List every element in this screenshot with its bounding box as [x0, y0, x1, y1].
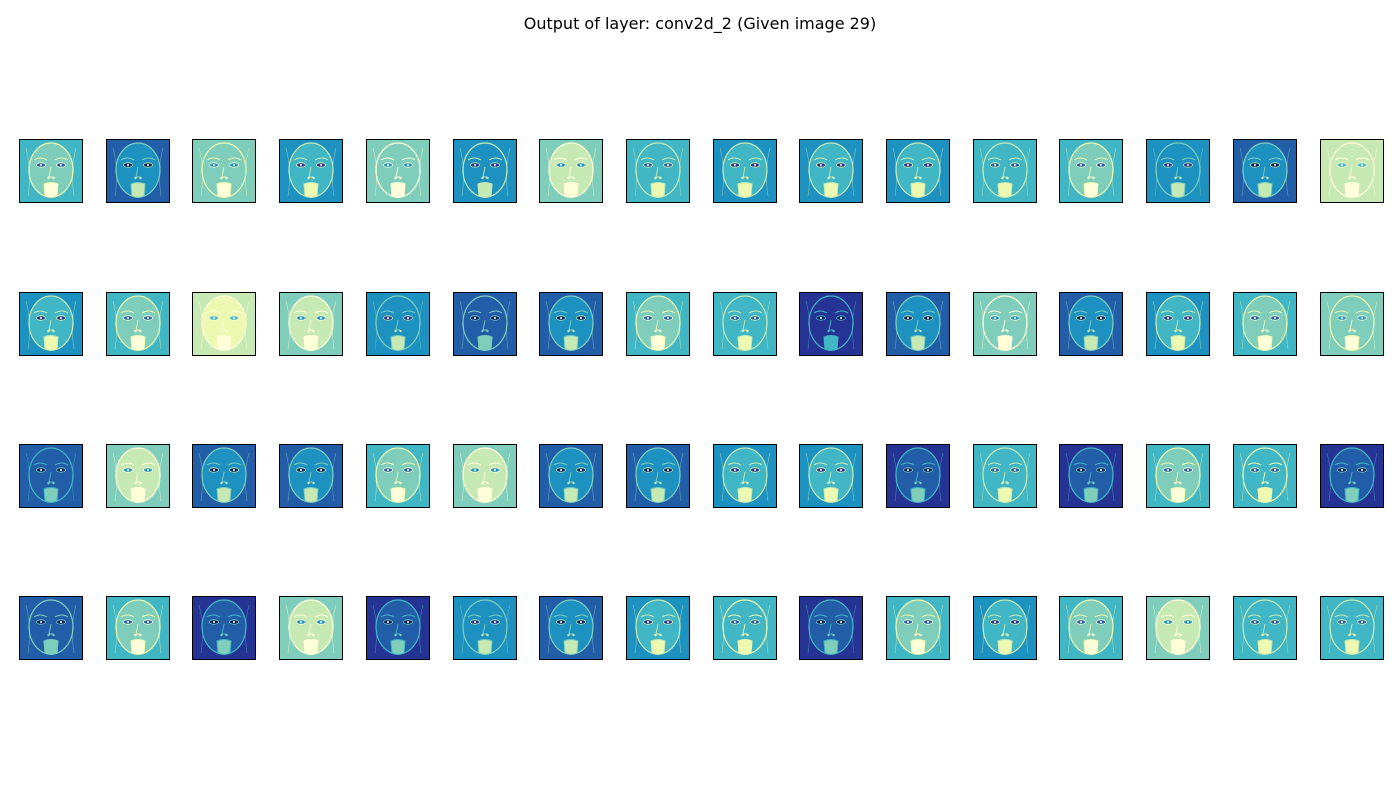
feature-map-tile [19, 292, 83, 356]
feature-map-tile [539, 596, 603, 660]
feature-map-tile [1233, 444, 1297, 508]
feature-map-tile [626, 292, 690, 356]
feature-map-tile [886, 292, 950, 356]
feature-map-tile [539, 139, 603, 203]
feature-map-tile [1059, 444, 1123, 508]
feature-map-tile [1320, 292, 1384, 356]
feature-map-tile [1146, 596, 1210, 660]
feature-map-tile [1146, 292, 1210, 356]
feature-map-tile [799, 139, 863, 203]
feature-map-tile [886, 444, 950, 508]
feature-map-tile [366, 444, 430, 508]
feature-map-tile [19, 596, 83, 660]
feature-map-tile [799, 444, 863, 508]
feature-map-tile [1059, 139, 1123, 203]
feature-map-tile [19, 139, 83, 203]
feature-map-tile [973, 292, 1037, 356]
feature-map-tile [973, 444, 1037, 508]
feature-map-tile [1146, 444, 1210, 508]
feature-map-tile [1320, 444, 1384, 508]
feature-map-tile [366, 596, 430, 660]
feature-map-tile [886, 596, 950, 660]
feature-map-tile [279, 292, 343, 356]
feature-map-tile [539, 444, 603, 508]
figure-title: Output of layer: conv2d_2 (Given image 2… [523, 14, 877, 33]
feature-map-tile [192, 444, 256, 508]
feature-map-tile [713, 139, 777, 203]
feature-map-tile [1320, 139, 1384, 203]
feature-map-tile [1233, 596, 1297, 660]
feature-map-tile [106, 444, 170, 508]
feature-map-tile [1320, 596, 1384, 660]
feature-map-tile [713, 292, 777, 356]
feature-map-tile [1233, 139, 1297, 203]
feature-map-tile [106, 292, 170, 356]
feature-map-tile [626, 444, 690, 508]
feature-map-tile [539, 292, 603, 356]
feature-map-tile [713, 444, 777, 508]
feature-map-tile [1059, 292, 1123, 356]
feature-map-tile [366, 139, 430, 203]
feature-map-tile [453, 444, 517, 508]
feature-map-tile [279, 444, 343, 508]
feature-map-tile [453, 596, 517, 660]
feature-map-tile [886, 139, 950, 203]
feature-map-tile [19, 444, 83, 508]
feature-map-tile [799, 596, 863, 660]
feature-map-tile [453, 292, 517, 356]
feature-map-tile [453, 139, 517, 203]
feature-map-tile [626, 139, 690, 203]
feature-map-tile [106, 596, 170, 660]
feature-map-tile [1146, 139, 1210, 203]
feature-map-tile [799, 292, 863, 356]
feature-map-tile [279, 139, 343, 203]
feature-map-tile [366, 292, 430, 356]
feature-map-tile [713, 596, 777, 660]
feature-map-tile [1059, 596, 1123, 660]
feature-map-tile [973, 596, 1037, 660]
feature-map-tile [192, 139, 256, 203]
feature-map-tile [106, 139, 170, 203]
feature-map-tile [973, 139, 1037, 203]
feature-map-tile [192, 292, 256, 356]
feature-map-tile [626, 596, 690, 660]
feature-map-tile [192, 596, 256, 660]
feature-map-tile [279, 596, 343, 660]
feature-map-tile [1233, 292, 1297, 356]
